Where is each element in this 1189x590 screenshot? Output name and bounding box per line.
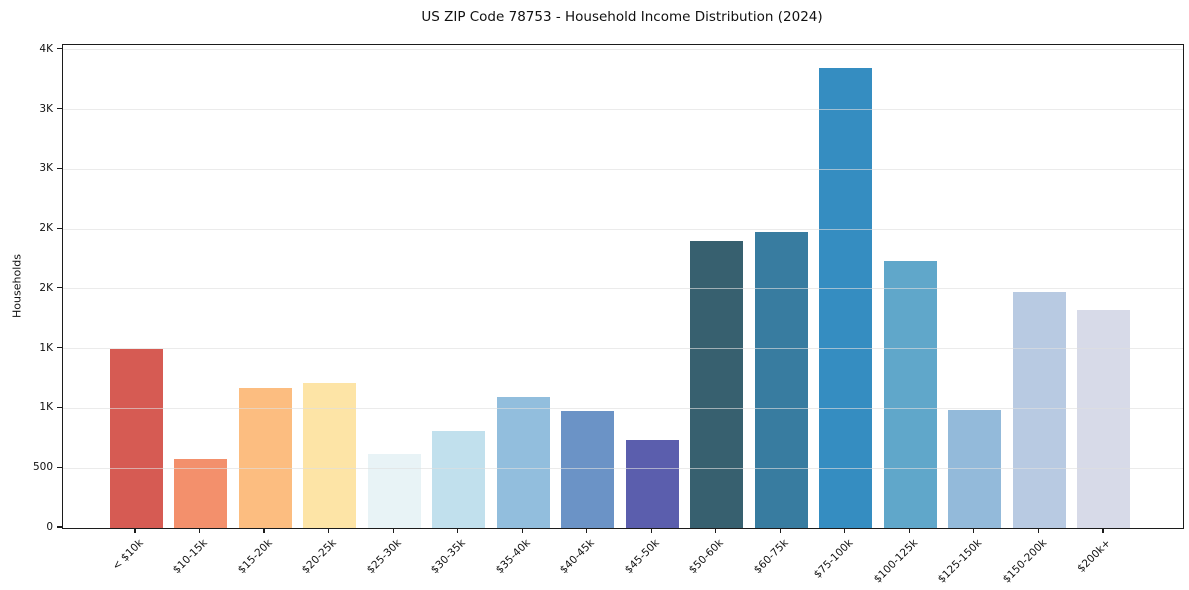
x-tick-mark [1102, 528, 1104, 533]
x-tick-label: $125-150k [935, 537, 985, 586]
x-tick-label: $50-60k [687, 537, 727, 577]
bar [948, 410, 1002, 528]
y-tick-label: 0 [46, 521, 53, 533]
x-tick-mark [263, 528, 265, 533]
bar [883, 260, 937, 528]
bar [367, 453, 421, 528]
y-tick-mark [57, 347, 62, 349]
bar [819, 68, 873, 528]
x-tick-label: $40-45k [558, 537, 598, 577]
y-tick-mark [57, 406, 62, 409]
x-tick-mark [973, 528, 975, 533]
bar [690, 241, 744, 528]
x-tick-label: < $10k [109, 537, 146, 573]
x-tick-label: $35-40k [493, 537, 533, 577]
x-tick-label: $25-30k [364, 537, 404, 577]
x-tick-mark [521, 528, 523, 533]
x-tick-label: $30-35k [429, 537, 469, 577]
chart-title: US ZIP Code 78753 - Household Income Dis… [421, 9, 823, 25]
gridline [63, 228, 1183, 230]
gridline [63, 288, 1183, 290]
y-axis-label: Households [10, 254, 24, 318]
x-tick-label: $20-25k [299, 537, 340, 577]
x-tick-mark [1037, 528, 1039, 533]
y-tick-mark [57, 167, 62, 169]
bar [1077, 310, 1131, 528]
x-tick-label: $100-125k [871, 537, 920, 586]
x-tick-mark [327, 528, 330, 533]
y-tick-mark [57, 287, 62, 289]
x-tick-mark [457, 528, 459, 533]
bar [754, 231, 808, 528]
bar [625, 439, 679, 528]
y-tick-label: 3K [39, 162, 53, 175]
gridline [63, 348, 1183, 350]
x-tick-mark [779, 528, 781, 533]
x-tick-mark [908, 528, 910, 533]
bar [238, 388, 292, 528]
x-tick-label: $75-100k [811, 537, 856, 581]
y-tick-mark [57, 48, 62, 50]
y-tick-label: 3K [39, 102, 53, 115]
x-tick-label: $60-75k [751, 537, 791, 577]
bar [303, 382, 357, 528]
x-tick-mark [844, 528, 846, 533]
y-tick-label: 2K [39, 281, 53, 294]
bar [174, 459, 228, 528]
bar [109, 348, 163, 528]
gridline [63, 467, 1183, 469]
y-tick-mark [57, 466, 62, 468]
y-tick-label: 1K [39, 401, 53, 414]
x-tick-label: $200k+ [1075, 537, 1114, 575]
y-tick-label: 1K [39, 341, 53, 354]
bar [496, 396, 550, 528]
x-tick-mark [715, 528, 717, 533]
x-tick-mark [586, 528, 588, 533]
x-tick-label: $45-50k [622, 537, 662, 577]
gridline [63, 49, 1183, 51]
x-tick-mark [392, 528, 394, 533]
plot-area [62, 44, 1184, 529]
gridline [63, 168, 1183, 170]
x-tick-label: $15-20k [235, 537, 275, 577]
x-tick-mark [198, 528, 201, 533]
x-tick-label: $150-200k [1000, 537, 1049, 586]
y-tick-label: 2K [39, 222, 53, 235]
y-tick-mark [57, 526, 62, 528]
y-tick-label: 4K [39, 42, 53, 55]
gridline [63, 109, 1183, 111]
y-tick-mark [57, 227, 62, 229]
bar [432, 430, 486, 528]
y-tick-mark [57, 107, 62, 110]
x-tick-mark [134, 528, 136, 533]
bar [1012, 291, 1066, 528]
bar [561, 411, 615, 528]
gridline [63, 407, 1183, 409]
x-tick-mark [650, 528, 652, 533]
y-tick-label: 500 [32, 461, 53, 474]
x-tick-label: $10-15k [170, 537, 211, 577]
